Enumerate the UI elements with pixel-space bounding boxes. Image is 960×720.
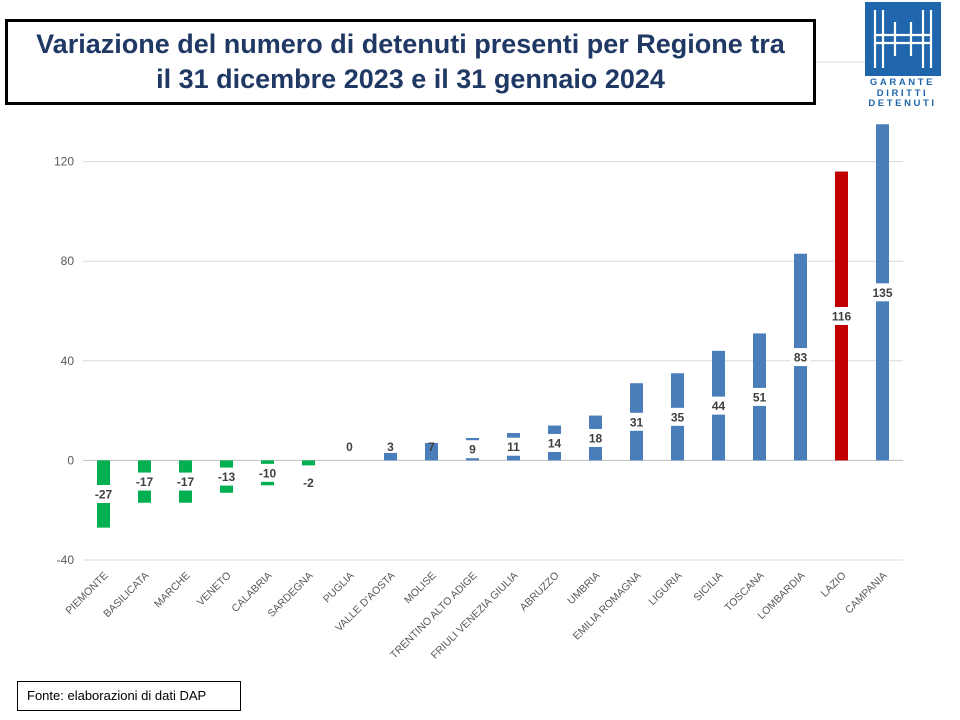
data-label-bg [790,348,811,367]
gridlines [83,61,903,561]
data-label: 116 [832,309,852,323]
source-note: Fonte: elaborazioni di dati DAP [17,681,241,711]
y-tick-label: 120 [54,155,74,169]
garante-logo: GARANTE DIRITTI DETENUTI [860,0,945,112]
data-labels: -27 -17 -17 -13 -10 -2 0 3 7 9 11 14 18 31 35 44 51 83 116… [89,283,897,504]
data-label-bg [708,396,729,415]
bar [302,460,315,466]
x-tick-label: VENETO [195,570,234,609]
x-tick-label: FRIULI VENEZIA GIULIA [429,570,521,662]
logo-text-line-2: DIRITTI [876,87,929,99]
data-label-bg [626,412,647,431]
data-label-bg [253,463,282,482]
x-tick-label: LIGURIA [646,570,684,608]
data-label-bg [171,472,200,491]
data-label: 14 [548,436,562,450]
data-label-bg [868,283,897,302]
data-label: -17 [177,475,195,489]
data-label-bg [585,428,606,447]
logo-text: GARANTE DIRITTI DETENUTI [860,77,945,110]
x-tick-label: PUGLIA [321,570,357,606]
x-tick-label: ABRUZZO [518,570,562,614]
x-tick-label: TOSCANA [722,570,766,614]
data-label: 35 [671,410,685,424]
data-label-bg [667,407,688,426]
x-tick-label: SICILIA [692,570,726,604]
data-label: -17 [136,475,154,489]
data-label-bg [544,433,565,452]
x-tick-label: LAZIO [819,570,849,600]
logo-text-line-1: GARANTE [869,77,936,88]
data-label: 51 [753,390,767,404]
y-axis-ticks: -4004080120160 [54,55,74,567]
bar [384,452,397,461]
x-tick-label: CAMPANIA [843,570,890,617]
data-label: 44 [712,399,726,413]
data-label-bg [827,306,856,325]
data-label: 18 [589,431,603,445]
data-label: -27 [95,488,113,502]
data-label: -10 [259,466,277,480]
chart-title: Variazione del numero di detenuti presen… [5,19,816,105]
data-label: 9 [469,443,476,457]
logo-emblem [865,2,941,76]
data-label: 3 [387,440,394,454]
data-label: 83 [794,351,808,365]
chart-title-line-1: Variazione del numero di detenuti presen… [36,29,785,59]
data-label-bg [212,467,241,486]
logo-text-line-3: DETENUTI [868,98,937,109]
data-label-bg [749,387,770,406]
data-label: -2 [303,476,314,490]
x-tick-label: EMILIA ROMAGNA [571,570,644,643]
data-label: -13 [218,470,236,484]
y-tick-label: 80 [61,254,75,268]
chart-title-line-2: il 31 dicembre 2023 e il 31 gennaio 2024 [156,64,665,94]
data-label: 7 [428,440,435,454]
x-tick-label: MARCHE [152,570,193,611]
bar [425,442,438,461]
data-label-bg [503,437,524,456]
logo-emblem-icon [873,10,933,68]
y-tick-label: 0 [67,453,74,467]
y-tick-label: -40 [57,553,75,567]
data-label: 11 [507,440,520,454]
data-label: 0 [346,440,353,454]
x-tick-label: MOLISE [402,570,439,607]
x-tick-label: UMBRIA [565,570,602,607]
data-label: 135 [872,286,892,300]
data-label-bg [89,485,118,504]
data-label-bg [465,440,480,459]
y-tick-label: 40 [61,354,75,368]
data-label: 31 [630,415,644,429]
data-label-bg [130,472,159,491]
bars [97,124,889,528]
